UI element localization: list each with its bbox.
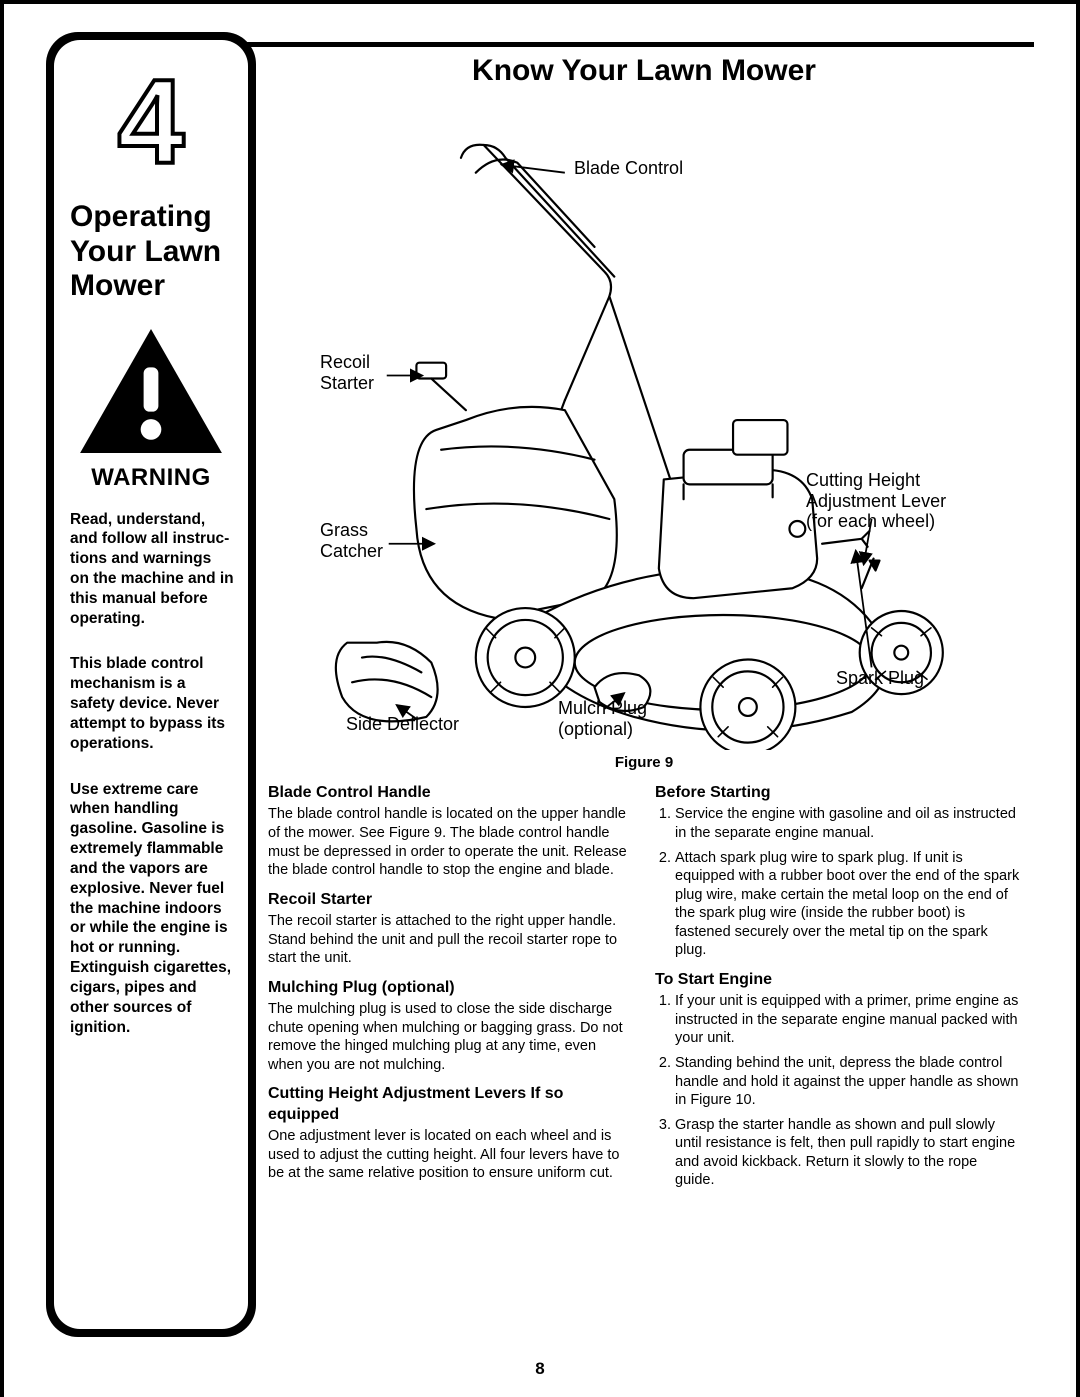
heading-before-starting: Before Starting	[655, 783, 1020, 803]
list-item: Attach spark plug wire to spark plug. If…	[675, 849, 1020, 960]
main-title: Know Your Lawn Mower	[268, 54, 1020, 88]
warning-paragraph-1: Read, understand, and follow all instruc…	[66, 510, 236, 629]
mower-diagram: Blade Control Recoil Starter Grass Catch…	[268, 100, 1020, 750]
right-column: Before Starting Service the engine with …	[655, 777, 1020, 1200]
label-spark-plug: Spark Plug	[836, 668, 924, 689]
left-column: Blade Control Handle The blade control h…	[268, 777, 633, 1200]
warning-paragraph-3: Use extreme care when handling gasoline.…	[66, 780, 236, 1038]
list-to-start-engine: If your unit is equipped with a primer, …	[655, 992, 1020, 1189]
list-item: If your unit is equipped with a primer, …	[675, 992, 1020, 1048]
para-blade-control: The blade control handle is located on t…	[268, 805, 633, 879]
para-mulching-plug: The mulching plug is used to close the s…	[268, 1000, 633, 1074]
page-number: 8	[4, 1359, 1076, 1379]
para-recoil-starter: The recoil starter is attached to the ri…	[268, 912, 633, 968]
label-recoil-starter: Recoil Starter	[320, 352, 374, 393]
sidebar-inner: 4 Operating Your Lawn Mower WARNING Read…	[54, 40, 248, 1329]
list-item: Service the engine with gasoline and oil…	[675, 805, 1020, 842]
label-cutting-height: Cutting Height Adjustment Lever (for eac…	[806, 470, 946, 532]
sidebar-title: Operating Your Lawn Mower	[66, 200, 236, 304]
mower-illustration	[268, 100, 1020, 750]
warning-paragraph-2: This blade control mechanism is a safety…	[66, 654, 236, 753]
para-cutting-height: One adjustment lever is located on each …	[268, 1127, 633, 1183]
list-before-starting: Service the engine with gasoline and oil…	[655, 805, 1020, 959]
heading-recoil-starter: Recoil Starter	[268, 890, 633, 910]
label-mulch-plug: Mulch Plug (optional)	[558, 698, 647, 739]
heading-cutting-height: Cutting Height Adjustment Levers If so e…	[268, 1084, 633, 1125]
list-item: Grasp the starter handle as shown and pu…	[675, 1116, 1020, 1190]
warning-label: WARNING	[91, 464, 211, 492]
heading-mulching-plug: Mulching Plug (optional)	[268, 978, 633, 998]
manual-page: 4 Operating Your Lawn Mower WARNING Read…	[0, 0, 1080, 1397]
heading-to-start-engine: To Start Engine	[655, 970, 1020, 990]
label-side-deflector: Side Deflector	[346, 714, 459, 735]
label-blade-control: Blade Control	[574, 158, 683, 179]
list-item: Standing behind the unit, depress the bl…	[675, 1054, 1020, 1110]
chapter-number: 4	[118, 62, 185, 182]
body-columns: Blade Control Handle The blade control h…	[268, 777, 1020, 1200]
heading-blade-control: Blade Control Handle	[268, 783, 633, 803]
warning-triangle-icon	[76, 326, 226, 456]
figure-caption: Figure 9	[268, 754, 1020, 771]
main-content: Know Your Lawn Mower	[268, 48, 1020, 1337]
top-rule	[234, 42, 1034, 47]
sidebar-panel: 4 Operating Your Lawn Mower WARNING Read…	[46, 32, 256, 1337]
label-grass-catcher: Grass Catcher	[320, 520, 383, 561]
